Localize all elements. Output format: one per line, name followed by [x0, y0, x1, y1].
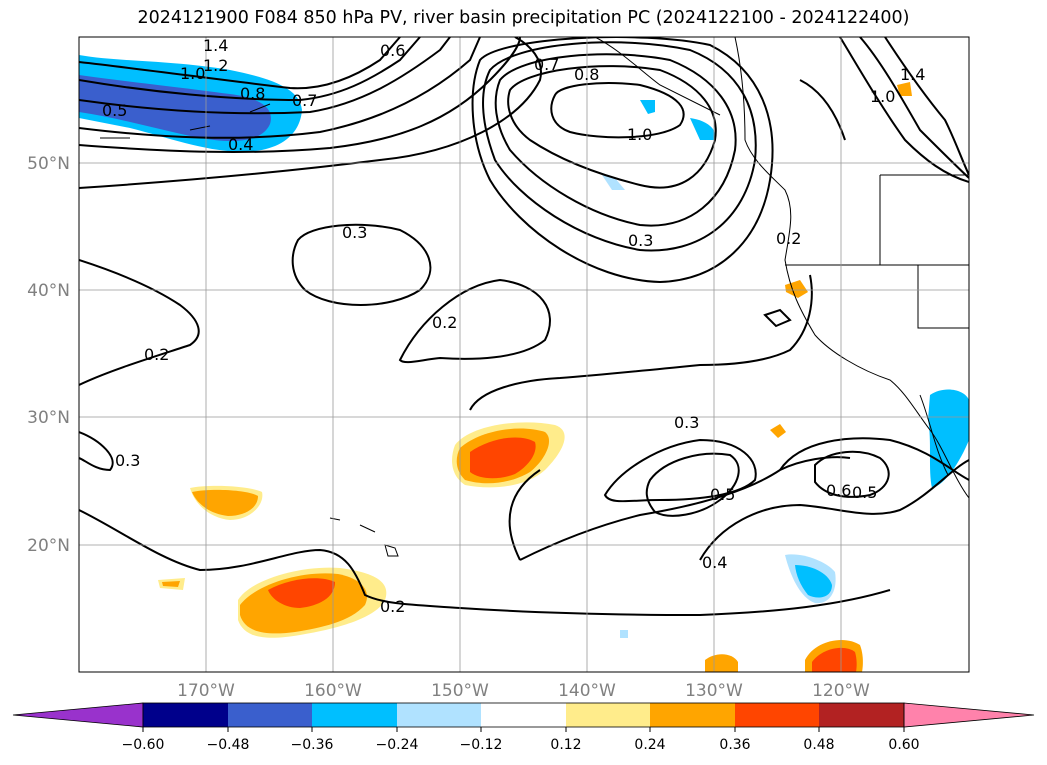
- lat-label: 20°N: [27, 536, 70, 556]
- lon-label: 170°W: [177, 681, 235, 701]
- contour-label: 0.2: [380, 597, 405, 616]
- colorbar-extend-high: [903, 702, 1035, 728]
- colorbar-tick-label: 0.48: [803, 737, 834, 753]
- colorbar-tick-label: −0.36: [291, 737, 334, 753]
- contour-labels: 1.4 1.2 1.0 0.8 0.7 0.5 0.4 0.6 0.7 0.8 …: [102, 36, 925, 616]
- colorbar-segment: [228, 703, 312, 727]
- contour-label: 1.0: [180, 64, 205, 83]
- colorbar-segment: [650, 703, 735, 727]
- colorbar-tick-label: 0.24: [634, 737, 665, 753]
- contour-label: 0.4: [702, 553, 727, 572]
- lon-label: 150°W: [431, 681, 489, 701]
- lon-label: 140°W: [558, 681, 616, 701]
- colorbar-segment: [481, 703, 566, 727]
- map-title: 2024121900 F084 850 hPa PV, river basin …: [137, 8, 910, 28]
- negative-shading-north-inner: [79, 75, 271, 142]
- latitude-labels: 50°N 40°N 30°N 20°N: [27, 154, 70, 556]
- colorbar-tick-label: 0.60: [888, 737, 919, 753]
- colorbar: −0.60 −0.48 −0.36 −0.24 −0.12 0.12 0.24 …: [12, 702, 1035, 753]
- colorbar-segment: [143, 703, 228, 727]
- contour-label: 1.0: [627, 125, 652, 144]
- contour-label: 0.7: [534, 55, 559, 74]
- colorbar-tick-label: −0.60: [122, 737, 165, 753]
- contour-label: 0.6: [380, 41, 405, 60]
- contour-label: 0.3: [628, 231, 653, 250]
- colorbar-tick-label: −0.12: [460, 737, 503, 753]
- colorbar-segment: [397, 703, 481, 727]
- contour-label: 0.5: [710, 485, 735, 504]
- contour-label: 0.2: [432, 313, 457, 332]
- colorbar-tick-label: 0.12: [550, 737, 581, 753]
- plot-frame: [78, 36, 970, 673]
- colorbar-tick-label: 0.36: [719, 737, 750, 753]
- colorbar-segment: [819, 703, 904, 727]
- pv-contours: [79, 37, 969, 617]
- contour-label: 1.4: [203, 36, 228, 55]
- contour-label: 0.3: [115, 451, 140, 470]
- contour-label: 1.0: [870, 87, 895, 106]
- coastlines: [100, 37, 969, 557]
- contour-label: 0.2: [776, 229, 801, 248]
- longitude-labels: 170°W 160°W 150°W 140°W 130°W 120°W: [177, 681, 870, 701]
- colorbar-segment: [312, 703, 397, 727]
- negative-shading-baja: [928, 389, 969, 488]
- contour-label: 0.8: [240, 84, 265, 103]
- contour-label: 1.4: [900, 65, 925, 84]
- lon-label: 130°W: [685, 681, 743, 701]
- contour-label: 0.7: [292, 91, 317, 110]
- colorbar-segment: [735, 703, 819, 727]
- contour-label: 0.3: [342, 223, 367, 242]
- colorbar-segment: [566, 703, 650, 727]
- colorbar-tick-label: −0.24: [376, 737, 419, 753]
- lon-label: 120°W: [812, 681, 870, 701]
- lat-label: 40°N: [27, 281, 70, 301]
- contour-label: 0.6: [826, 481, 851, 500]
- gridlines: [79, 37, 969, 672]
- contour-label: 0.5: [102, 101, 127, 120]
- contour-label: 0.2: [144, 345, 169, 364]
- lat-label: 50°N: [27, 154, 70, 174]
- precip-shading: [79, 55, 969, 672]
- contour-label: 0.8: [574, 65, 599, 84]
- contour-label: 0.3: [674, 413, 699, 432]
- contour-label: 0.5: [852, 483, 877, 502]
- contour-label: 1.2: [203, 56, 228, 75]
- lat-label: 30°N: [27, 408, 70, 428]
- contour-label: 0.4: [228, 135, 253, 154]
- lon-label: 160°W: [304, 681, 362, 701]
- colorbar-tick-label: −0.48: [207, 737, 250, 753]
- colorbar-extend-low: [12, 702, 144, 728]
